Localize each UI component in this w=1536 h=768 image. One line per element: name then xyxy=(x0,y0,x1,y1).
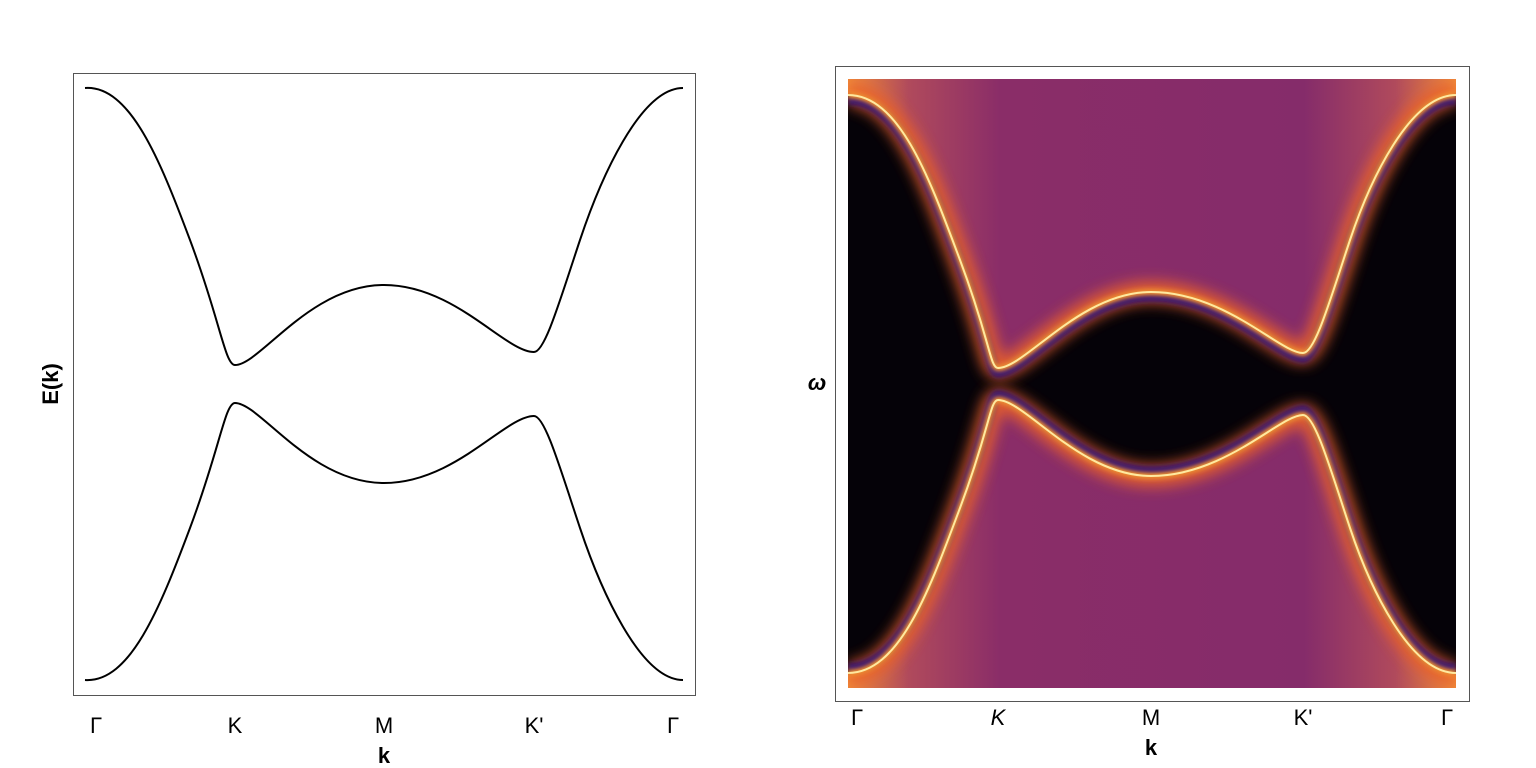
x-tick-label: Γ xyxy=(667,713,679,738)
y-axis-label: E(k) xyxy=(38,363,63,405)
x-tick-label: K' xyxy=(1294,705,1313,730)
x-tick-label: M xyxy=(375,713,393,738)
band-plot: Γ K M K' Γ k E(k) xyxy=(38,73,696,768)
spectral-plot: Γ K M K' Γ k ω xyxy=(808,66,1470,760)
x-tick-label: K xyxy=(991,705,1007,730)
x-axis-label: k xyxy=(378,743,391,768)
x-tick-label: K xyxy=(228,713,243,738)
upper-continuum xyxy=(848,79,1456,373)
plot-frame xyxy=(835,66,1470,702)
x-tick-label: M xyxy=(1142,705,1160,730)
upper-band xyxy=(84,86,684,366)
plot-frame xyxy=(73,73,696,696)
x-tick-label: K' xyxy=(525,713,544,738)
y-axis-label: ω xyxy=(808,370,826,395)
x-axis-label: k xyxy=(1145,735,1158,760)
lower-band xyxy=(84,402,684,682)
x-tick-label: Γ xyxy=(90,713,102,738)
x-tick-label: Γ xyxy=(1441,705,1453,730)
lower-continuum xyxy=(848,395,1456,688)
heatmap xyxy=(848,79,1456,688)
x-tick-label: Γ xyxy=(851,705,863,730)
